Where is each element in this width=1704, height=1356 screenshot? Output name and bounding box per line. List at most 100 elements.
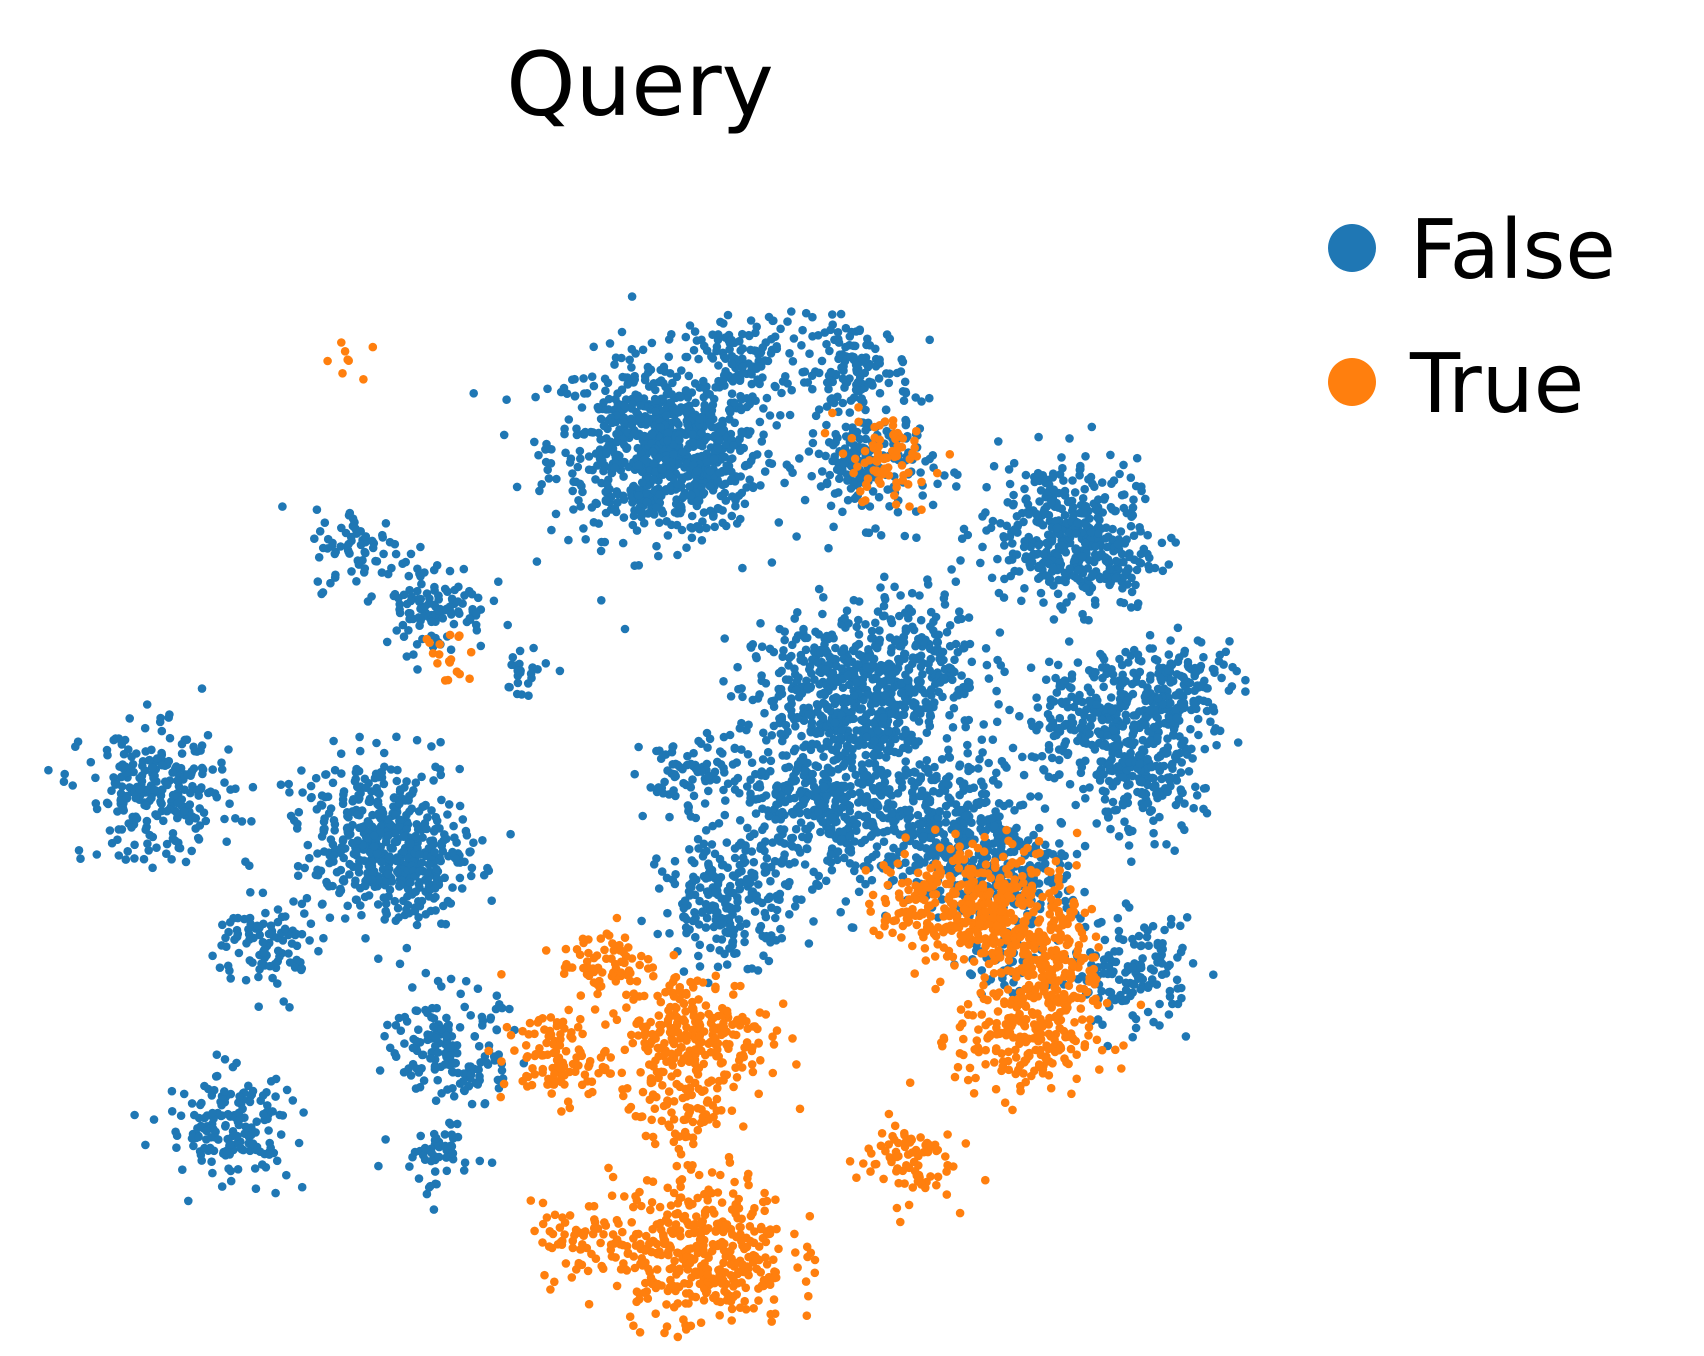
data-point [833, 328, 843, 337]
data-point [575, 446, 585, 456]
data-point [398, 620, 408, 630]
data-point [849, 714, 858, 723]
data-point [1085, 729, 1094, 739]
data-point [1072, 849, 1082, 859]
data-point [854, 615, 863, 625]
data-point [1203, 684, 1212, 693]
data-point [1048, 473, 1058, 482]
data-point [1103, 731, 1112, 740]
data-point [844, 744, 854, 753]
data-point [681, 352, 690, 362]
data-point [596, 414, 606, 424]
data-point [1163, 665, 1173, 675]
data-point [1193, 714, 1203, 724]
data-point [623, 373, 632, 382]
data-point [676, 501, 686, 511]
data-point [1136, 750, 1145, 759]
data-point [1036, 486, 1046, 495]
data-point [903, 675, 912, 685]
data-point [1212, 740, 1221, 750]
data-point [853, 660, 863, 669]
data-point [862, 663, 871, 672]
data-point [933, 479, 942, 489]
data-point [629, 511, 639, 521]
data-point [989, 461, 999, 471]
data-point [733, 662, 742, 672]
data-point [710, 522, 719, 532]
data-point [784, 785, 793, 795]
data-point [651, 503, 661, 512]
data-point [863, 362, 873, 372]
data-point [816, 827, 825, 837]
data-point [175, 843, 185, 853]
data-point [1054, 503, 1063, 512]
data-point [934, 687, 943, 697]
data-point [809, 867, 818, 877]
data-point [1073, 518, 1082, 528]
data-point [875, 810, 885, 820]
data-point [1233, 738, 1243, 747]
data-point [705, 418, 714, 427]
data-point [899, 710, 909, 719]
data-point [808, 438, 818, 448]
data-point [502, 395, 511, 405]
data-point [1176, 921, 1185, 931]
data-point [853, 377, 863, 387]
data-point [899, 841, 908, 851]
data-point [1119, 460, 1128, 470]
data-point [697, 536, 707, 545]
data-point [636, 401, 645, 410]
data-point [1150, 839, 1159, 849]
data-point [1177, 758, 1186, 767]
data-point [781, 372, 790, 381]
data-point [782, 751, 791, 760]
data-point [664, 469, 674, 479]
data-point [1062, 598, 1071, 607]
data-point [224, 745, 233, 754]
data-point [914, 680, 924, 690]
data-point [1057, 541, 1067, 550]
data-point [670, 772, 679, 782]
data-point [1084, 556, 1094, 565]
data-point [114, 825, 124, 834]
data-point [831, 429, 840, 439]
data-point [939, 673, 949, 682]
data-point [925, 644, 935, 654]
data-point [1033, 703, 1043, 712]
data-point [872, 800, 882, 809]
data-point [1137, 789, 1146, 798]
data-point [1147, 762, 1156, 772]
data-point [1117, 490, 1127, 500]
data-point [821, 451, 830, 461]
data-point [913, 810, 923, 820]
data-point [591, 498, 601, 508]
data-point [875, 388, 885, 398]
data-point [903, 806, 912, 816]
data-point [752, 322, 761, 332]
data-point [1034, 518, 1043, 527]
data-point [961, 722, 970, 732]
data-point [677, 366, 686, 375]
data-point [872, 674, 881, 684]
data-point [834, 764, 843, 774]
data-point [1039, 765, 1048, 774]
data-point [955, 762, 964, 771]
data-point [804, 710, 814, 719]
data-point [909, 713, 919, 722]
data-point [555, 666, 565, 676]
data-point [848, 752, 857, 761]
data-point [713, 880, 723, 889]
data-point [997, 756, 1007, 766]
data-point [755, 417, 765, 427]
data-point [796, 655, 805, 665]
cluster-false-9 [504, 643, 565, 700]
data-point [643, 509, 653, 518]
data-point [391, 549, 401, 559]
data-point [814, 584, 824, 594]
data-point [465, 615, 475, 624]
data-point [1009, 458, 1019, 468]
data-point [845, 807, 855, 816]
data-point [1196, 661, 1206, 671]
data-point [1136, 527, 1145, 536]
